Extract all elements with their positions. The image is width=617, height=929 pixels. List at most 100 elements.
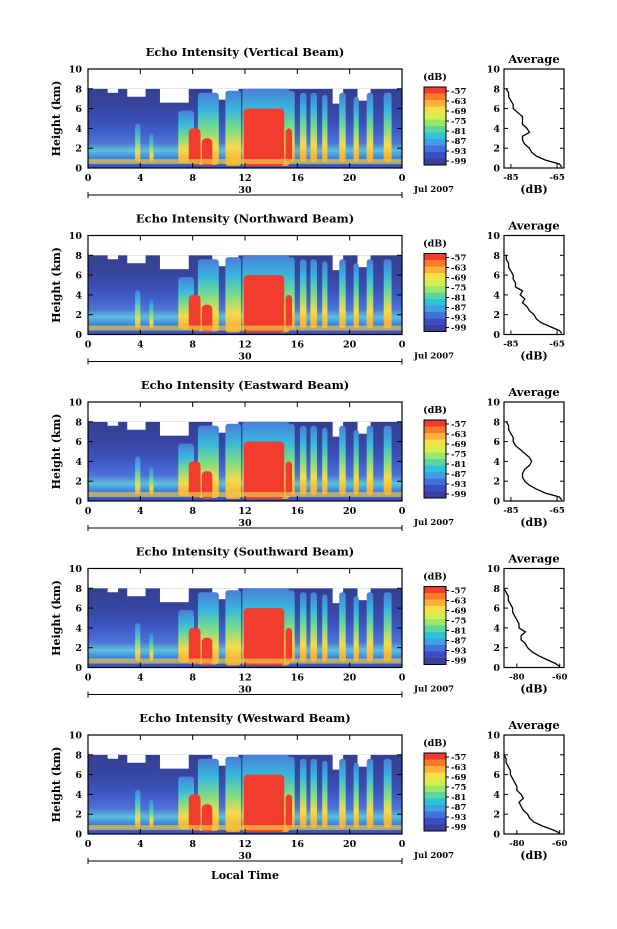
strong-echo-region [243, 441, 285, 500]
colorbar-swatch [424, 325, 446, 332]
panel-4: Echo Intensity (Westward Beam) 0 2 4 6 8 10 Hei… [50, 711, 567, 864]
colorbar-tick-label: -93 [451, 647, 466, 657]
profile-y-tick-label: 2 [493, 810, 500, 821]
colorbar-swatch [424, 593, 446, 600]
colorbar-unit: (dB) [423, 72, 447, 83]
colorbar-tick-label: -57 [451, 87, 466, 97]
intensity-column [149, 466, 154, 496]
profile-x-tick-label: -65 [549, 340, 564, 350]
missing-data-gap [159, 754, 189, 769]
x-tick-label: 4 [137, 839, 144, 850]
x-tick-label: 0 [399, 839, 406, 850]
intensity-column [299, 425, 307, 496]
missing-data-gap [127, 754, 146, 763]
intensity-column [225, 423, 242, 500]
colorbar-frame [423, 86, 447, 166]
missing-data-gap [107, 754, 119, 759]
y-axis-label: Height (km) [50, 414, 63, 490]
missing-data-gap [127, 88, 146, 97]
profile-frame [503, 234, 565, 336]
intensity-column [322, 427, 328, 496]
colorbar-swatch [424, 106, 446, 114]
x-tick-label: 0 [85, 839, 92, 850]
colorbar-tick-label: -63 [451, 597, 466, 607]
x-tick-label: 12 [238, 673, 251, 684]
colorbar-swatch [424, 452, 446, 460]
profile-x-label: (dB) [520, 516, 547, 529]
colorbar-swatch [424, 772, 446, 780]
profile-x-tick-label: -85 [503, 173, 518, 183]
y-tick-label: 0 [75, 164, 82, 175]
x-tick-label: 16 [291, 839, 305, 850]
missing-data-gap [127, 255, 146, 264]
y-axis-label: Height (km) [50, 580, 63, 656]
colorbar-tick-label: -81 [451, 460, 466, 470]
intensity-column [339, 92, 346, 163]
y-tick-label: 10 [69, 398, 83, 409]
profile-x-tick-label: -60 [552, 673, 567, 683]
strong-echo-region [243, 774, 285, 833]
missing-data-gap [332, 255, 344, 271]
intensity-column [299, 92, 307, 163]
profile-y-tick-label: 2 [493, 144, 500, 155]
colorbar-unit: (dB) [423, 239, 447, 250]
y-axis-label: Height (km) [50, 747, 63, 823]
colorbar-swatch [424, 260, 446, 267]
colorbar-swatch [424, 312, 446, 319]
profile-y-tick-label: 2 [493, 477, 500, 488]
colorbar-swatch [424, 420, 446, 427]
intensity-column [299, 259, 307, 329]
x-tick-label: 8 [189, 673, 196, 684]
colorbar-swatch [424, 638, 446, 646]
colorbar-swatch [424, 279, 446, 287]
colorbar-tick-label: -81 [451, 294, 466, 304]
panel-3: Echo Intensity (Southward Beam) 0 2 4 6 8 10 He… [50, 545, 567, 698]
intensity-column [366, 592, 374, 662]
colorbar-swatch [424, 766, 446, 773]
colorbar-swatch [424, 459, 446, 466]
x-tick-label: 16 [291, 673, 305, 684]
x-tick-label: 16 [291, 506, 305, 517]
panel-title: Echo Intensity (Vertical Beam) [146, 45, 345, 59]
colorbar-tick-label: -87 [451, 637, 466, 647]
strong-echo-region [285, 461, 293, 497]
y-tick-label: 4 [75, 290, 82, 301]
colorbar-tick-label: -57 [451, 587, 466, 597]
strong-echo-region [188, 294, 201, 332]
y-tick-label: 2 [75, 144, 82, 155]
colorbar-swatch [424, 798, 446, 806]
intensity-column [383, 259, 392, 329]
colorbar-swatch [424, 100, 446, 107]
date-label: 30 [238, 185, 252, 196]
average-profile-line [505, 88, 563, 168]
x-tick-label: 0 [399, 173, 406, 184]
colorbar-swatch [424, 478, 446, 486]
profile-x-label: (dB) [520, 683, 547, 696]
x-tick-label: 20 [343, 673, 357, 684]
x-tick-label: 0 [85, 173, 92, 184]
missing-data-gap [357, 88, 371, 101]
profile-y-tick-label: 4 [493, 790, 500, 801]
x-tick-label: 8 [189, 839, 196, 850]
surface-layer [88, 825, 402, 831]
strong-echo-region [285, 128, 293, 164]
profile-frame [503, 401, 565, 502]
intensity-column [310, 425, 317, 496]
x-tick-label: 20 [343, 506, 357, 517]
strong-echo-region [285, 794, 293, 830]
panel-title: Echo Intensity (Southward Beam) [136, 545, 354, 559]
strong-echo-region [188, 461, 201, 499]
intensity-column [383, 592, 392, 662]
strong-echo-region [201, 637, 213, 666]
profile-y-tick-label: 6 [493, 770, 500, 781]
y-axis-label: Height (km) [50, 247, 63, 323]
y-tick-label: 4 [75, 124, 82, 135]
x-tick-label: 8 [189, 340, 196, 351]
x-tick-label: 0 [399, 673, 406, 684]
colorbar-swatch [424, 824, 446, 832]
profile-y-tick-label: 10 [487, 231, 501, 242]
missing-data-gap [107, 255, 119, 260]
profile-x-tick-label: -80 [509, 673, 524, 683]
missing-data-gap [107, 421, 119, 426]
